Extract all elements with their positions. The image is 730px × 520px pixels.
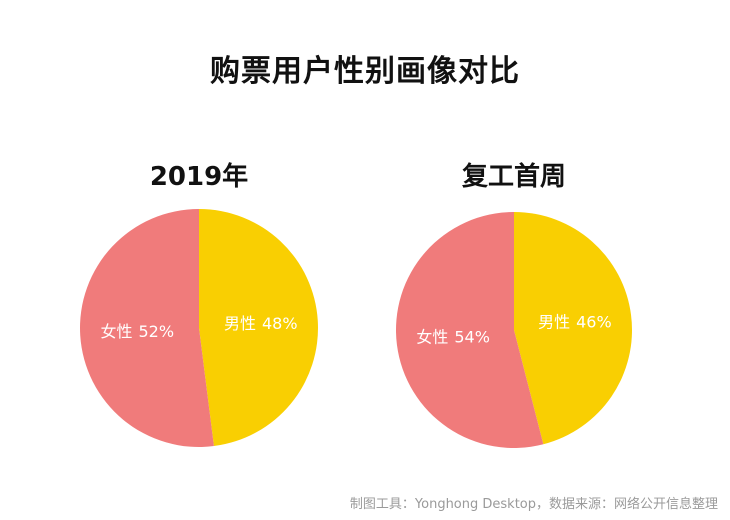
chart-main-title: 购票用户性别画像对比 xyxy=(210,54,520,89)
pie-1-slice-0-category: 男性 xyxy=(538,312,570,331)
pie-1-slice-0-value: 46% xyxy=(576,312,612,331)
pie-0-slice-1-category: 女性 xyxy=(100,321,132,340)
pie-0-slice-1-label: 女性 52% xyxy=(100,321,174,340)
pie-0-slice-1 xyxy=(80,209,214,447)
pie-0-slice-0-label: 男性 48% xyxy=(224,314,298,333)
source-note: 制图工具：Yonghong Desktop，数据来源：网络公开信息整理 xyxy=(349,497,718,512)
pie-1-slice-1-category: 女性 xyxy=(416,327,448,346)
pie-1-slice-1-label: 女性 54% xyxy=(416,327,490,346)
pie-1-slice-1 xyxy=(396,212,544,448)
pie-title-return-week: 复工首周 xyxy=(461,162,566,192)
pie-title-2019: 2019年 xyxy=(149,162,249,192)
pie-1-slice-0 xyxy=(514,212,633,445)
pie-0-slice-0-value: 48% xyxy=(262,314,298,333)
pie-0-slice-1-value: 52% xyxy=(138,321,174,340)
pie-0-slice-0-category: 男性 xyxy=(224,314,256,333)
pie-0-slice-0 xyxy=(199,209,319,447)
pie-1-slice-1-value: 54% xyxy=(454,327,490,346)
pie-1-slice-0-label: 男性 46% xyxy=(538,312,612,331)
